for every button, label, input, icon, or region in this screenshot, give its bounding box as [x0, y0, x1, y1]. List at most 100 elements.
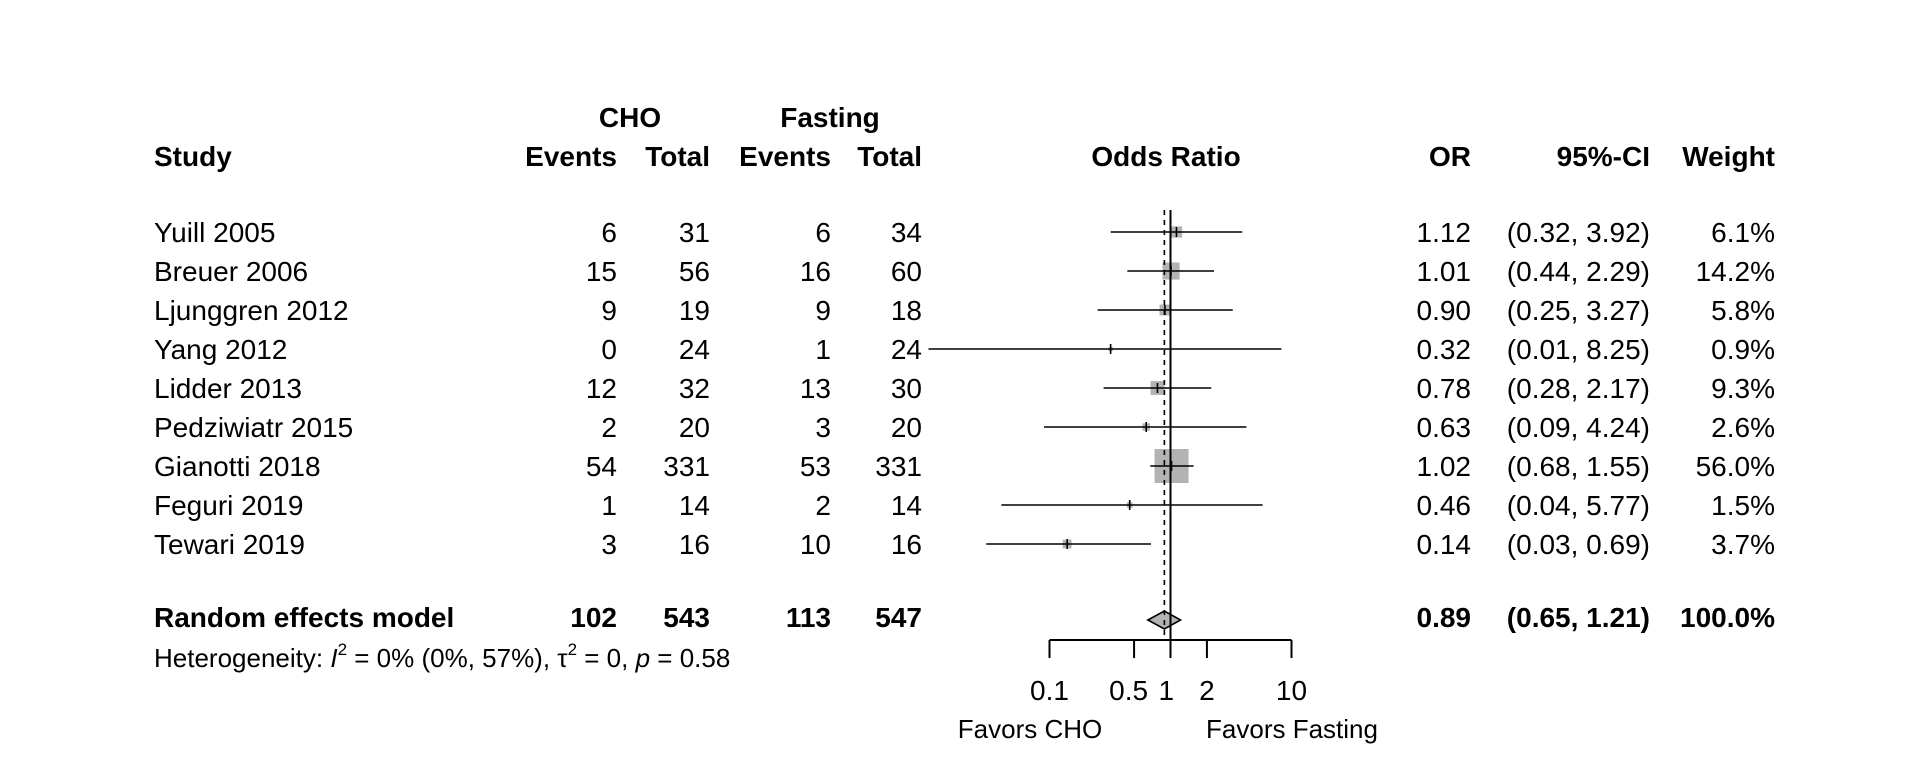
- x-tick-label: 10: [1276, 675, 1307, 706]
- study-name: Gianotti 2018: [154, 451, 321, 482]
- cho-total: 32: [679, 373, 710, 404]
- fasting-events: 9: [815, 295, 831, 326]
- study-or: 0.14: [1417, 529, 1472, 560]
- study-name: Ljunggren 2012: [154, 295, 349, 326]
- pooled-name: Random effects model: [154, 602, 454, 633]
- pooled-cho-total: 543: [663, 602, 710, 633]
- fasting-total-header: Total: [857, 141, 922, 172]
- fasting-events: 53: [800, 451, 831, 482]
- i2-symbol: I: [330, 643, 337, 673]
- study-row: Pedziwiatr 2015 2 20 3 20 0.63 (0.09, 4.24) 2.6…: [154, 412, 1775, 443]
- study-or: 1.01: [1417, 256, 1472, 287]
- cho-events: 15: [586, 256, 617, 287]
- cho-events: 9: [601, 295, 617, 326]
- study-row: Yang 2012 0 24 1 24 0.32 (0.01, 8.25) 0.9%: [154, 334, 1775, 365]
- i2-value: = 0% (0%, 57%),: [347, 643, 557, 673]
- fasting-total: 14: [891, 490, 922, 521]
- study-ci: (0.68, 1.55): [1507, 451, 1650, 482]
- study-weight: 56.0%: [1696, 451, 1775, 482]
- study-weight: 6.1%: [1711, 217, 1775, 248]
- study-header: Study: [154, 141, 232, 172]
- x-tick-label: 0.5: [1109, 675, 1148, 706]
- pooled-or: 0.89: [1417, 602, 1472, 633]
- study-name: Yang 2012: [154, 334, 287, 365]
- study-or: 0.32: [1417, 334, 1472, 365]
- weight-header: Weight: [1682, 141, 1775, 172]
- pooled-fasting-events: 113: [786, 602, 831, 633]
- cho-total: 16: [679, 529, 710, 560]
- study-row: Gianotti 2018 54 331 53 331 1.02 (0.68, 1.55) 5…: [154, 449, 1775, 483]
- cho-total-header: Total: [645, 141, 710, 172]
- study-name: Breuer 2006: [154, 256, 308, 287]
- or-header: OR: [1429, 141, 1471, 172]
- fasting-total: 331: [875, 451, 922, 482]
- cho-events: 0: [601, 334, 617, 365]
- pooled-cho-events: 102: [570, 602, 617, 633]
- study-weight: 9.3%: [1711, 373, 1775, 404]
- study-ci: (0.01, 8.25): [1507, 334, 1650, 365]
- study-name: Yuill 2005: [154, 217, 275, 248]
- cho-total: 19: [679, 295, 710, 326]
- fasting-events: 13: [800, 373, 831, 404]
- fasting-total: 34: [891, 217, 922, 248]
- study-ci: (0.25, 3.27): [1507, 295, 1650, 326]
- fasting-events: 3: [815, 412, 831, 443]
- x-tick-label: 0.1: [1030, 675, 1069, 706]
- study-row: Breuer 2006 15 56 16 60 1.01 (0.44, 2.29) 14.2%: [154, 256, 1775, 287]
- study-row: Feguri 2019 1 14 2 14 0.46 (0.04, 5.77) 1.5%: [154, 490, 1775, 521]
- cho-events: 12: [586, 373, 617, 404]
- cho-events: 1: [601, 490, 617, 521]
- study-ci: (0.03, 0.69): [1507, 529, 1650, 560]
- study-name: Feguri 2019: [154, 490, 303, 521]
- study-or: 0.63: [1417, 412, 1472, 443]
- cho-total: 56: [679, 256, 710, 287]
- study-weight: 1.5%: [1711, 490, 1775, 521]
- study-weight: 3.7%: [1711, 529, 1775, 560]
- study-rows: Yuill 2005 6 31 6 34 1.12 (0.32, 3.92) 6.1%Breu…: [154, 217, 1775, 560]
- study-weight: 5.8%: [1711, 295, 1775, 326]
- pooled-ci: (0.65, 1.21): [1507, 602, 1650, 633]
- favors-left-label: Favors CHO: [958, 714, 1102, 744]
- study-ci: (0.09, 4.24): [1507, 412, 1650, 443]
- study-or: 0.90: [1417, 295, 1472, 326]
- i2-superscript: 2: [338, 640, 347, 659]
- study-weight: 0.9%: [1711, 334, 1775, 365]
- cho-total: 14: [679, 490, 710, 521]
- study-ci: (0.04, 5.77): [1507, 490, 1650, 521]
- fasting-events: 6: [815, 217, 831, 248]
- fasting-total: 24: [891, 334, 922, 365]
- p-symbol: p: [635, 643, 650, 673]
- fasting-total: 16: [891, 529, 922, 560]
- study-or: 1.02: [1417, 451, 1472, 482]
- group1-header: CHO: [599, 102, 661, 133]
- cho-events: 6: [601, 217, 617, 248]
- pooled-fasting-total: 547: [875, 602, 922, 633]
- study-name: Tewari 2019: [154, 529, 305, 560]
- heterogeneity-prefix: Heterogeneity:: [154, 643, 330, 673]
- study-or: 0.46: [1417, 490, 1472, 521]
- study-weight: 2.6%: [1711, 412, 1775, 443]
- fasting-events-header: Events: [739, 141, 831, 172]
- study-row: Yuill 2005 6 31 6 34 1.12 (0.32, 3.92) 6.1%: [154, 217, 1775, 248]
- cho-events: 3: [601, 529, 617, 560]
- fasting-events: 16: [800, 256, 831, 287]
- fasting-events: 2: [815, 490, 831, 521]
- study-ci: (0.32, 3.92): [1507, 217, 1650, 248]
- study-row: Tewari 2019 3 16 10 16 0.14 (0.03, 0.69) 3.7%: [154, 529, 1775, 560]
- ci-header: 95%-CI: [1557, 141, 1650, 172]
- p-value: = 0.58: [650, 643, 730, 673]
- x-tick-label: 1: [1159, 675, 1175, 706]
- cho-events-header: Events: [525, 141, 617, 172]
- cho-events: 2: [601, 412, 617, 443]
- fasting-total: 30: [891, 373, 922, 404]
- study-ci: (0.44, 2.29): [1507, 256, 1650, 287]
- fasting-events: 10: [800, 529, 831, 560]
- cho-total: 24: [679, 334, 710, 365]
- fasting-total: 20: [891, 412, 922, 443]
- tau-value: = 0,: [577, 643, 636, 673]
- cho-total: 331: [663, 451, 710, 482]
- fasting-total: 60: [891, 256, 922, 287]
- group2-header: Fasting: [780, 102, 880, 133]
- pooled-row: Random effects model 102 543 113 547 0.8…: [154, 602, 1775, 633]
- tau-superscript: 2: [568, 640, 577, 659]
